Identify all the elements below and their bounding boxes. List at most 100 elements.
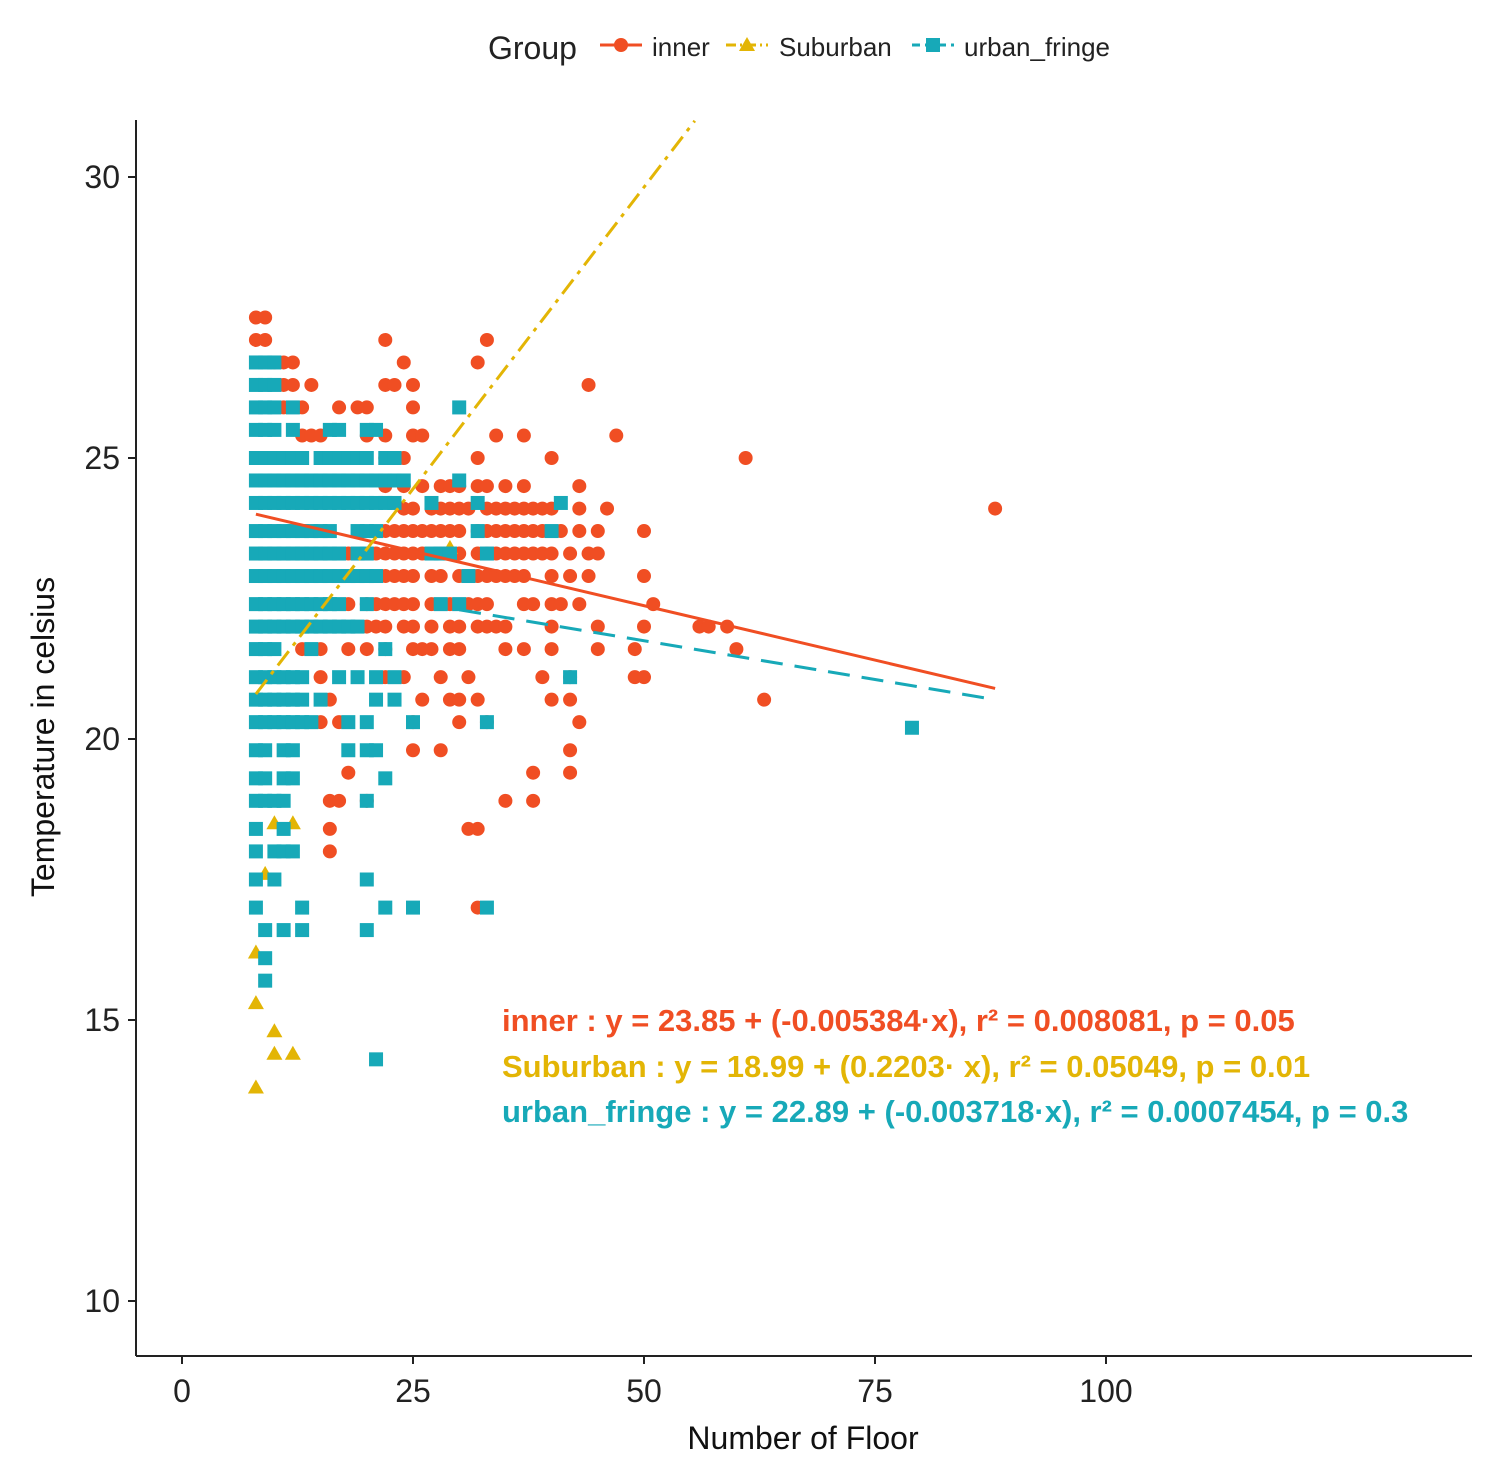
data-point: [470, 355, 485, 370]
data-point: [563, 692, 578, 707]
data-point: [396, 473, 411, 488]
data-point: [526, 765, 541, 780]
data-point: [285, 377, 300, 392]
data-point: [479, 546, 494, 561]
y-tick-label: 20: [84, 721, 120, 757]
data-point: [479, 900, 494, 915]
x-axis-title: Number of Floor: [687, 1420, 919, 1456]
data-point: [332, 597, 347, 612]
data-point: [563, 765, 578, 780]
data-point: [563, 569, 578, 584]
y-tick-label: 25: [84, 440, 120, 476]
fit-line-urban-fringe: [458, 608, 996, 702]
data-point: [359, 642, 374, 657]
data-point: [276, 793, 291, 808]
data-point: [581, 569, 596, 584]
data-point: [498, 642, 513, 657]
series-inner: [248, 310, 1003, 915]
data-point: [452, 692, 467, 707]
data-point: [433, 670, 448, 685]
data-point: [498, 619, 513, 634]
data-point: [415, 692, 430, 707]
data-point: [285, 771, 300, 786]
data-point: [369, 692, 384, 707]
data-point: [341, 765, 356, 780]
data-point: [248, 821, 263, 836]
data-point: [359, 872, 374, 887]
data-point: [535, 670, 550, 685]
data-point: [332, 546, 347, 561]
data-point: [258, 771, 273, 786]
data-point: [378, 642, 393, 657]
data-point: [359, 923, 374, 938]
data-point: [359, 715, 374, 730]
data-point: [369, 1052, 384, 1067]
data-point: [452, 715, 467, 730]
data-point: [406, 501, 420, 516]
x-tick-label: 0: [173, 1373, 191, 1409]
legend-marker-urban-fringe: [926, 38, 940, 52]
data-point: [526, 793, 541, 808]
data-point: [516, 428, 531, 443]
data-point: [396, 355, 411, 370]
data-point: [266, 1023, 283, 1038]
data-point: [729, 642, 744, 657]
data-point: [267, 642, 282, 657]
data-point: [590, 619, 605, 634]
data-point: [369, 422, 384, 437]
x-tick-label: 100: [1079, 1373, 1132, 1409]
data-point: [267, 872, 282, 887]
data-point: [258, 951, 273, 966]
data-point: [406, 400, 420, 415]
data-point: [284, 1045, 301, 1060]
data-point: [433, 743, 448, 758]
legend: Group inner Suburban urban_fringe: [488, 30, 1110, 66]
data-point: [590, 642, 605, 657]
data-point: [378, 900, 393, 915]
data-point: [424, 619, 439, 634]
data-point: [313, 692, 328, 707]
data-point: [350, 619, 365, 634]
data-point: [553, 597, 568, 612]
data-point: [359, 793, 374, 808]
data-point: [332, 422, 347, 437]
legend-label-suburban: Suburban: [779, 32, 892, 62]
data-point: [406, 743, 420, 758]
data-point: [295, 692, 310, 707]
data-point: [341, 715, 356, 730]
data-point: [590, 524, 605, 539]
data-point: [322, 844, 337, 859]
regression-equations: inner : y = 23.85 + (-0.005384·x), r² = …: [502, 1003, 1408, 1129]
data-point: [544, 569, 559, 584]
data-point: [369, 524, 384, 539]
data-point: [424, 495, 439, 510]
data-point: [452, 642, 467, 657]
data-point: [424, 642, 439, 657]
data-point: [406, 715, 420, 730]
data-point: [266, 1045, 283, 1060]
data-point: [600, 501, 615, 516]
data-point: [295, 900, 310, 915]
data-point: [470, 524, 485, 539]
data-point: [267, 422, 282, 437]
fit-line-suburban: [254, 119, 697, 695]
data-point: [332, 670, 347, 685]
data-point: [452, 597, 467, 612]
data-point: [479, 597, 494, 612]
data-point: [461, 670, 476, 685]
data-point: [609, 428, 624, 443]
data-point: [322, 821, 337, 836]
data-point: [498, 793, 513, 808]
data-point: [433, 597, 448, 612]
data-point: [267, 400, 282, 415]
data-point: [470, 451, 485, 465]
data-point: [387, 692, 402, 707]
data-point: [572, 479, 587, 494]
legend-label-urban-fringe: urban_fringe: [964, 32, 1110, 62]
data-point: [258, 973, 273, 988]
data-point: [516, 642, 531, 657]
data-point: [757, 692, 772, 707]
x-tick-label: 50: [626, 1373, 662, 1409]
data-point: [406, 619, 420, 634]
